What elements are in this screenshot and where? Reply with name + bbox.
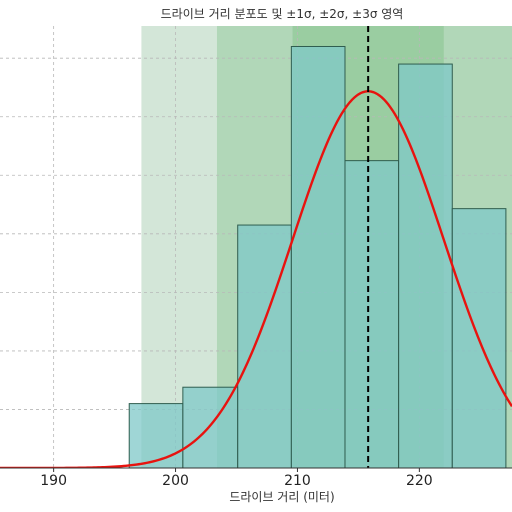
- histogram-bar: [128, 403, 184, 469]
- histogram-bar: [344, 160, 400, 469]
- x-axis: 190 200 210 220: [0, 467, 512, 489]
- x-tick-label: 190: [40, 473, 67, 489]
- x-tick-label: 220: [406, 473, 433, 489]
- histogram-bar: [398, 63, 453, 469]
- chart-title: 드라이브 거리 분포도 및 ±1σ, ±2σ, ±3σ 영역: [161, 7, 404, 21]
- histogram-bar: [237, 224, 292, 469]
- x-tick-label: 210: [284, 473, 311, 489]
- histogram-bar: [290, 45, 346, 469]
- x-axis-label: 드라이브 거리 (미터): [229, 490, 334, 504]
- x-tick-label: 200: [162, 473, 189, 489]
